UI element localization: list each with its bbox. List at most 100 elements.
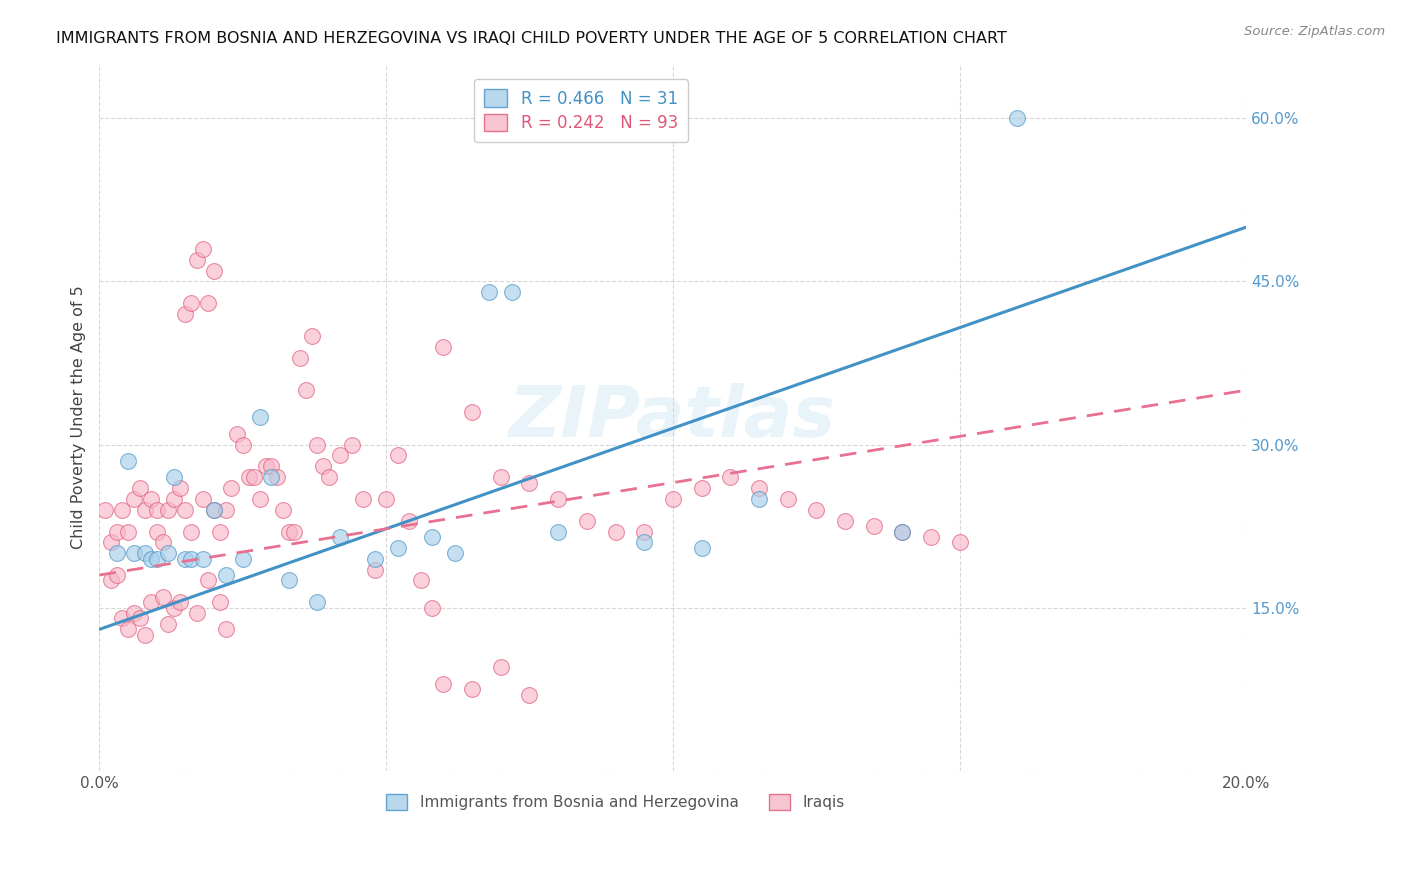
Point (271, 502, 294, 516)
Text: Source: ZipAtlas.com: Source: ZipAtlas.com (1244, 25, 1385, 38)
Point (605, 524, 627, 539)
Point (163, 491, 186, 506)
Point (117, 623, 139, 637)
Text: IMMIGRANTS FROM BOSNIA AND HERZEGOVINA VS IRAQI CHILD POVERTY UNDER THE AGE OF 5: IMMIGRANTS FROM BOSNIA AND HERZEGOVINA V… (56, 31, 1007, 46)
Point (547, 491, 569, 506)
Point (186, 252, 208, 267)
Point (260, 459, 283, 474)
Point (352, 491, 374, 506)
Point (214, 502, 236, 516)
Point (260, 470, 283, 484)
Point (152, 590, 174, 604)
Point (169, 481, 191, 495)
Point (420, 530, 443, 544)
Point (186, 606, 208, 620)
Point (461, 682, 484, 697)
Point (238, 470, 260, 484)
Point (146, 551, 169, 566)
Point (202, 263, 225, 277)
Point (249, 491, 271, 506)
Point (169, 595, 191, 609)
Point (254, 459, 277, 474)
Point (122, 491, 145, 506)
Point (398, 514, 420, 528)
Point (363, 563, 385, 577)
Point (806, 502, 828, 516)
Point (444, 546, 467, 560)
Point (208, 595, 231, 609)
Point (163, 470, 186, 484)
Point (157, 502, 180, 516)
Point (501, 285, 523, 300)
Point (105, 568, 128, 582)
Point (288, 351, 311, 365)
Point (420, 600, 443, 615)
Point (948, 535, 970, 549)
Point (111, 502, 134, 516)
Point (329, 530, 352, 544)
Point (318, 470, 340, 484)
Point (340, 437, 363, 451)
Point (202, 502, 225, 516)
Y-axis label: Child Poverty Under the Age of 5: Child Poverty Under the Age of 5 (72, 285, 86, 549)
Point (748, 491, 770, 506)
Point (202, 502, 225, 516)
Point (519, 475, 541, 490)
Point (174, 551, 197, 566)
Legend: Immigrants from Bosnia and Herzegovina, Iraqis: Immigrants from Bosnia and Herzegovina, … (380, 788, 851, 816)
Point (214, 623, 236, 637)
Point (277, 574, 299, 588)
Point (283, 524, 305, 539)
Point (174, 307, 197, 321)
Point (375, 491, 398, 506)
Point (277, 524, 299, 539)
Point (301, 329, 323, 343)
Point (489, 470, 512, 484)
Point (214, 568, 236, 582)
Point (94, 502, 117, 516)
Point (105, 524, 128, 539)
Point (748, 481, 770, 495)
Point (232, 437, 254, 451)
Point (134, 628, 156, 642)
Point (432, 340, 454, 354)
Point (197, 574, 219, 588)
Point (191, 551, 214, 566)
Point (180, 551, 202, 566)
Point (633, 535, 655, 549)
Point (232, 551, 254, 566)
Point (920, 530, 942, 544)
Point (461, 405, 484, 419)
Point (100, 535, 122, 549)
Text: ZIPatlas: ZIPatlas (509, 383, 837, 452)
Point (100, 574, 122, 588)
Point (575, 514, 598, 528)
Point (718, 470, 741, 484)
Point (387, 449, 409, 463)
Point (128, 611, 150, 625)
Point (180, 524, 202, 539)
Point (139, 595, 162, 609)
Point (146, 502, 169, 516)
Point (146, 524, 169, 539)
Point (266, 470, 288, 484)
Point (122, 546, 145, 560)
Point (221, 481, 243, 495)
Point (157, 616, 180, 631)
Point (226, 426, 249, 441)
Point (862, 519, 884, 533)
Point (409, 574, 432, 588)
Point (519, 688, 541, 702)
Point (208, 524, 231, 539)
Point (478, 285, 501, 300)
Point (312, 459, 335, 474)
Point (134, 502, 156, 516)
Point (249, 410, 271, 425)
Point (662, 491, 685, 506)
Point (122, 606, 145, 620)
Point (432, 676, 454, 690)
Point (295, 383, 318, 397)
Point (633, 524, 655, 539)
Point (111, 611, 134, 625)
Point (387, 541, 409, 555)
